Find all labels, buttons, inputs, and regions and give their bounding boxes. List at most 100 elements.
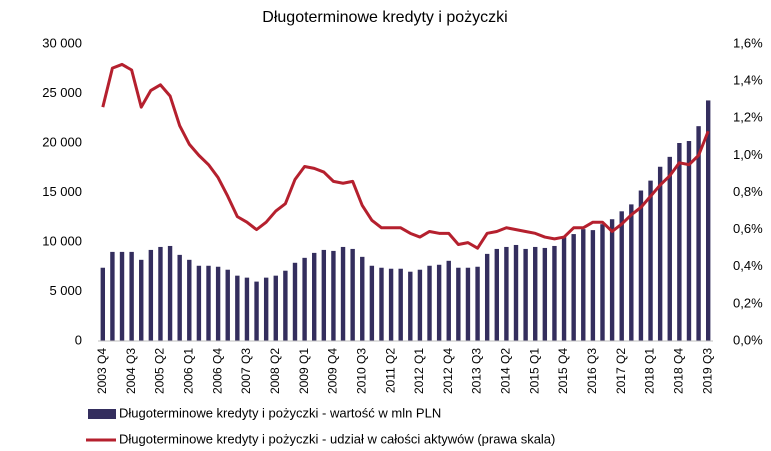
bar: [379, 267, 384, 341]
x-tick-label: 2005 Q2: [153, 348, 167, 394]
bar: [263, 277, 269, 341]
x-tick-label: 2018 Q1: [643, 348, 657, 394]
x-tick-label: 2012 Q4: [441, 348, 455, 394]
bar: [600, 224, 605, 341]
bar: [388, 268, 394, 341]
bar: [513, 244, 519, 341]
x-tick-label: 2015 Q4: [556, 348, 570, 394]
bar: [244, 277, 250, 341]
x-tick-label: 2015 Q1: [527, 348, 541, 394]
bar: [273, 275, 278, 341]
legend-swatch: [88, 409, 116, 419]
bar: [292, 262, 298, 341]
bar: [629, 204, 634, 341]
x-tick-label: 2009 Q1: [297, 348, 311, 394]
bar: [225, 269, 230, 341]
bar: [456, 267, 461, 341]
bar: [369, 265, 375, 341]
bar: [177, 254, 182, 341]
bar: [677, 143, 682, 341]
bar: [571, 234, 576, 341]
bar: [581, 229, 586, 341]
y-tick-label: 5 000: [49, 283, 82, 298]
bar: [552, 245, 557, 341]
bar: [283, 270, 288, 341]
x-tick-label: 2004 Q3: [124, 348, 138, 394]
legend-label: Długoterminowe kredyty i pożyczki - wart…: [119, 405, 441, 420]
chart-title: Długoterminowe kredyty i pożyczki: [262, 9, 507, 26]
bar: [533, 246, 538, 341]
y-tick-label: 20 000: [42, 134, 82, 149]
x-tick-label: 2003 Q4: [95, 348, 109, 394]
bar: [129, 251, 134, 341]
y-tick-label: 0: [75, 332, 82, 347]
bar: [254, 281, 259, 341]
bar: [408, 271, 413, 341]
bar: [648, 180, 653, 341]
y-tick-label: 15 000: [42, 184, 82, 199]
bar: [638, 190, 644, 341]
bar: [215, 266, 221, 341]
y-tick-label: 10 000: [42, 233, 82, 248]
x-tick-label: 2013 Q3: [470, 348, 484, 394]
bar: [590, 230, 596, 341]
bar: [436, 264, 442, 341]
bar: [705, 100, 711, 342]
x-tick-label: 2012 Q1: [412, 348, 426, 394]
y2-tick-label: 1,0%: [733, 147, 763, 162]
x-tick-label: 2018 Q4: [672, 348, 686, 394]
bar: [196, 265, 202, 341]
x-tick-label: 2006 Q1: [181, 348, 195, 394]
bar: [350, 248, 355, 341]
y-tick-label: 30 000: [42, 35, 82, 50]
bar: [494, 248, 499, 341]
y2-tick-label: 0,2%: [733, 295, 763, 310]
bar: [312, 252, 317, 341]
legend-label: Długoterminowe kredyty i pożyczki - udzi…: [119, 431, 555, 446]
bar: [446, 260, 451, 341]
bar: [360, 256, 365, 341]
bar: [523, 248, 528, 341]
x-tick-label: 2019 Q3: [700, 348, 714, 394]
x-tick-label: 2010 Q3: [354, 348, 368, 394]
bar: [484, 253, 490, 341]
bar: [119, 251, 125, 341]
bar: [609, 219, 615, 341]
bar: [148, 249, 154, 341]
bar: [542, 247, 548, 341]
y2-tick-label: 0,6%: [733, 221, 763, 236]
bar: [206, 265, 211, 341]
x-tick-label: 2011 Q2: [383, 348, 397, 393]
bar: [686, 141, 692, 341]
bar: [398, 268, 403, 341]
y2-tick-label: 0,0%: [733, 332, 763, 347]
x-tick-label: 2007 Q3: [239, 348, 253, 394]
bar: [235, 275, 240, 341]
bar: [340, 246, 346, 341]
bar: [187, 259, 192, 341]
bar: [667, 156, 672, 341]
bar: [657, 166, 663, 341]
y2-tick-label: 1,4%: [733, 73, 763, 88]
bar: [417, 269, 423, 341]
bar: [331, 250, 336, 341]
x-tick-label: 2006 Q4: [210, 348, 224, 394]
bar: [475, 266, 480, 341]
x-tick-label: 2017 Q2: [614, 348, 628, 394]
bar: [158, 246, 163, 341]
bar: [167, 245, 173, 341]
bar: [465, 267, 471, 341]
x-tick-label: 2008 Q2: [268, 348, 282, 394]
y2-tick-label: 0,4%: [733, 258, 763, 273]
bar: [504, 246, 509, 341]
bar: [302, 257, 307, 341]
y2-tick-label: 0,8%: [733, 184, 763, 199]
y-tick-label: 25 000: [42, 85, 82, 100]
bar: [696, 126, 701, 341]
bar: [427, 265, 432, 341]
x-tick-label: 2009 Q4: [326, 348, 340, 394]
bar: [321, 249, 327, 341]
y2-tick-label: 1,6%: [733, 35, 763, 50]
bar: [110, 251, 115, 341]
